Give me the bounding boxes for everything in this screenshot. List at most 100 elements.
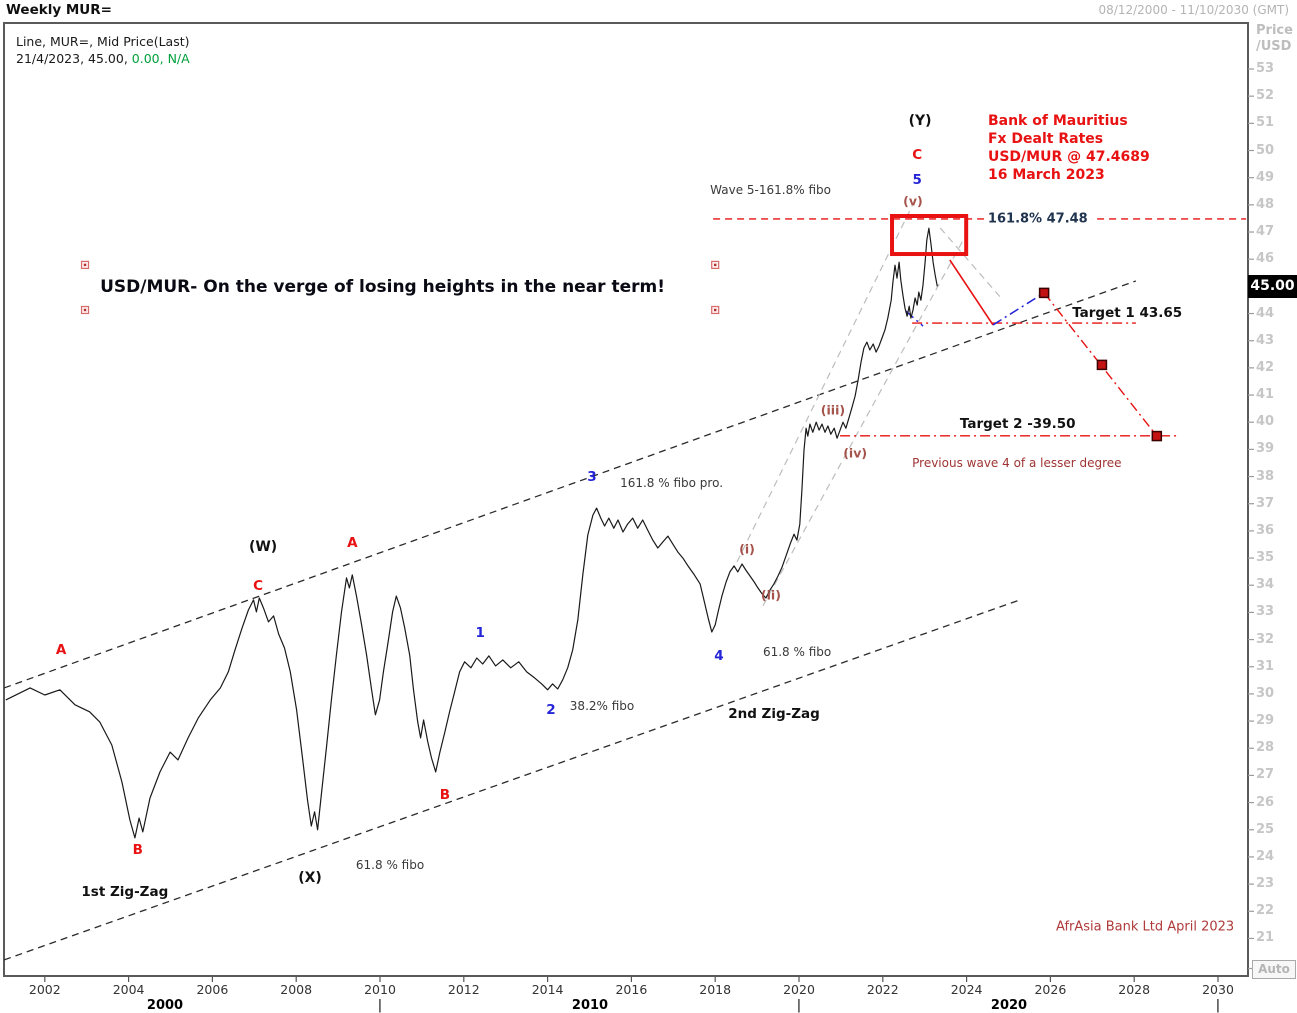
price-tick-22: 22: [1256, 903, 1275, 919]
year-tick-2014: 2014: [531, 982, 564, 997]
price-axis-title: Price /USD: [1256, 23, 1293, 55]
footer-credit: AfrAsia Bank Ltd April 2023: [1056, 919, 1235, 935]
price-tick-51: 51: [1256, 115, 1275, 131]
callout-line-1: Bank of Mauritius: [987, 112, 1128, 129]
price-tick-35: 35: [1256, 550, 1275, 566]
callout-line-2: Fx Dealt Rates: [987, 130, 1104, 147]
price-tick-47: 47: [1256, 224, 1275, 240]
price-tick-44: 44: [1256, 305, 1275, 321]
fibo-161-value: 161.8% 47.48: [983, 211, 1092, 227]
price-tick-33: 33: [1256, 604, 1275, 620]
chart-title: Weekly MUR=: [6, 2, 112, 18]
callout-line-3: USD/MUR @ 47.4689: [987, 148, 1150, 165]
price-tick-37: 37: [1256, 495, 1275, 511]
wave-W: (W): [248, 538, 278, 555]
selection-handle-dot: [83, 308, 87, 312]
callout-line-4: 16 March 2023: [987, 166, 1105, 183]
wave-ii: (ii): [760, 587, 781, 603]
year-tick-2026: 2026: [1034, 982, 1067, 997]
wave-Y: (Y): [908, 112, 932, 129]
date-range: 08/12/2000 - 11/10/2030 (GMT): [1098, 3, 1289, 17]
price-axis-title-line2: /USD: [1256, 39, 1292, 54]
price-tick-25: 25: [1256, 821, 1275, 837]
price-tick-39: 39: [1256, 441, 1275, 457]
blue-bounce-line: [992, 292, 1045, 326]
wave-3: 3: [587, 469, 597, 486]
wave-C1: C: [253, 578, 264, 595]
price-tick-31: 31: [1256, 658, 1275, 674]
wave-B2: B: [439, 786, 451, 803]
decade-label-2010: 2010: [571, 998, 609, 1013]
fibo-382: 38.2% fibo: [569, 698, 635, 713]
price-tick-36: 36: [1256, 522, 1275, 538]
year-tick-2024: 2024: [950, 982, 983, 997]
price-tick-52: 52: [1256, 88, 1275, 104]
wave-1: 1: [475, 625, 485, 642]
price-tick-26: 26: [1256, 794, 1275, 810]
plot-frame: [3, 22, 1249, 977]
legend-change: 0.00, N/A: [131, 51, 190, 66]
wave-5: 5: [912, 172, 922, 189]
wave-iii: (iii): [820, 402, 846, 418]
wave-i: (i): [739, 541, 755, 557]
year-tick-2022: 2022: [866, 982, 899, 997]
price-line: [5, 227, 938, 839]
price-tick-53: 53: [1256, 61, 1275, 76]
decade-separator: |: [1215, 998, 1221, 1013]
decade-separator: |: [796, 998, 802, 1013]
wave-B1: B: [132, 841, 143, 858]
target-1: Target 1 43.65: [1072, 304, 1183, 321]
wave5-top-highlight-box[interactable]: [890, 213, 969, 257]
price-tick-46: 46: [1256, 251, 1275, 267]
price-tick-50: 50: [1256, 142, 1275, 158]
price-tick-32: 32: [1256, 631, 1275, 647]
fibo-618-right: 61.8 % fibo: [762, 645, 832, 660]
year-tick-2006: 2006: [196, 982, 229, 997]
price-tick-27: 27: [1256, 767, 1275, 783]
projection-marker-1[interactable]: [1038, 287, 1050, 299]
wave-A2: A: [347, 534, 358, 551]
wave-iv: (iv): [843, 445, 868, 461]
price-tick-48: 48: [1256, 196, 1275, 212]
price-tick-40: 40: [1256, 414, 1275, 430]
target-2: Target 2 -39.50: [959, 415, 1076, 432]
year-tick-2016: 2016: [615, 982, 648, 997]
projection-marker-3[interactable]: [1151, 430, 1163, 442]
auto-scale-button[interactable]: Auto: [1252, 960, 1296, 979]
last-price-box: 45.00: [1248, 275, 1297, 298]
year-tick-2012: 2012: [447, 982, 480, 997]
fibo-pro-note: 161.8 % fibo pro.: [620, 476, 724, 491]
prev-wave4-note: Previous wave 4 of a lesser degree: [912, 455, 1122, 470]
blue-pointer-line: [905, 310, 924, 327]
price-tick-43: 43: [1256, 332, 1275, 348]
zigzag-1: 1st Zig-Zag: [81, 883, 169, 900]
wave-A1: A: [55, 641, 67, 658]
zigzag-2: 2nd Zig-Zag: [728, 706, 820, 723]
pullback-guide-gray-line: [939, 227, 1001, 298]
year-tick-2002: 2002: [28, 982, 61, 997]
wave-C-top: C: [912, 147, 923, 164]
year-tick-2010: 2010: [364, 982, 396, 997]
selection-handle-dot: [83, 263, 87, 267]
price-tick-49: 49: [1256, 169, 1275, 185]
pullback-solid-line: [949, 259, 994, 326]
fibo-618-left: 61.8 % fibo: [355, 857, 425, 872]
selection-handle-dot: [714, 263, 717, 267]
projection-marker-2[interactable]: [1096, 359, 1108, 371]
year-tick-2028: 2028: [1118, 982, 1151, 997]
chart-legend: Line, MUR=, Mid Price(Last) 21/4/2023, 4…: [16, 33, 190, 67]
trendline-upper-line: [3, 280, 1137, 689]
decade-label-2020: 2020: [990, 998, 1028, 1013]
headline: USD/MUR- On the verge of losing heights …: [100, 276, 665, 297]
price-tick-34: 34: [1256, 577, 1275, 593]
price-tick-38: 38: [1256, 468, 1275, 484]
wave-v: (v): [903, 193, 923, 209]
price-tick-29: 29: [1256, 713, 1275, 729]
price-tick-21: 21: [1256, 930, 1275, 946]
price-tick-23: 23: [1256, 876, 1275, 892]
decade-separator: |: [377, 998, 383, 1013]
selection-handle-dot: [714, 308, 717, 312]
year-tick-2020: 2020: [783, 982, 815, 997]
